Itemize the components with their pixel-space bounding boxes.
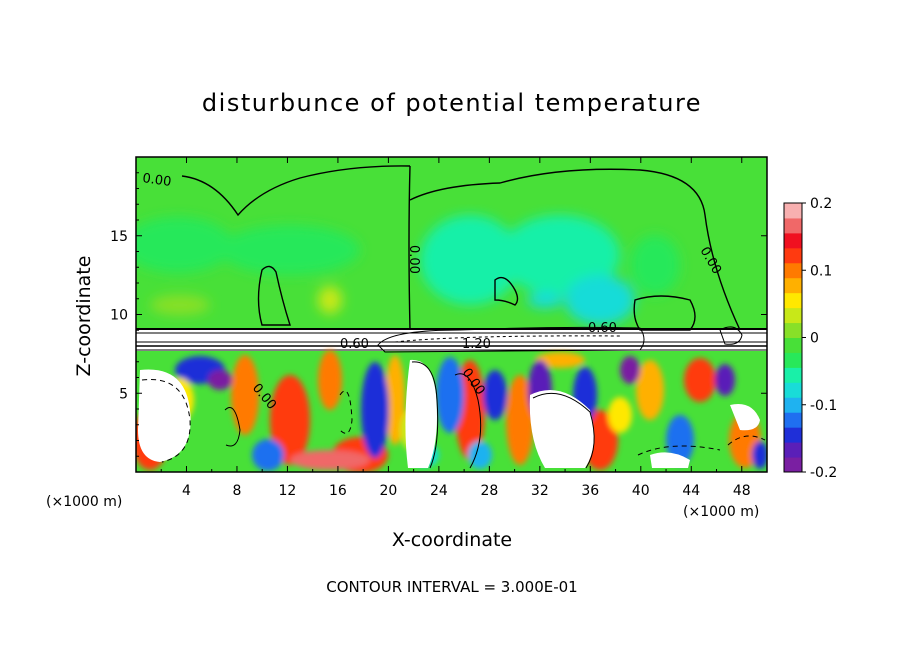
x-tick-label: 12 [279, 483, 297, 499]
inversion-strip [136, 329, 767, 351]
chart-title: disturbunce of potential temperature [202, 89, 702, 117]
saturated-regions [138, 359, 760, 468]
x-tick-label: 36 [581, 483, 599, 499]
colorbar-swatch [784, 203, 802, 219]
colorbar-swatch [784, 307, 802, 324]
colorbar-tick-label: 0 [810, 331, 819, 347]
contour-label: 1.20 [462, 337, 491, 352]
contour-label: 0.60 [588, 321, 617, 336]
colorbar-swatch [784, 292, 802, 309]
upper-layer-patches [136, 215, 680, 325]
colorbar-swatch [784, 442, 802, 458]
colorbar-swatch [784, 322, 802, 338]
colorbar: -0.2 -0.1 0 0.1 0.2 [783, 196, 837, 481]
contour-label: 0.60 [340, 337, 369, 352]
colorbar-swatch [784, 427, 802, 443]
colorbar-swatch [784, 232, 802, 249]
contour-lines [181, 165, 743, 353]
colorbar-swatch [784, 277, 802, 294]
colorbar-swatch [784, 247, 802, 264]
x-tick-label: 44 [682, 483, 700, 499]
colorbar-tick-label: -0.2 [810, 465, 837, 481]
colorbar-swatch [784, 217, 802, 234]
colorbar-tick-label: 0.1 [810, 263, 832, 279]
contour-label: 0.00 [406, 245, 421, 274]
colorbar-swatch [784, 412, 802, 428]
x-tick-label: 28 [480, 483, 498, 499]
x-tick-label: 16 [329, 483, 347, 499]
plot-area [136, 157, 767, 472]
y-tick-label: 10 [110, 308, 128, 324]
x-tick-label: 20 [379, 483, 397, 499]
x-axis: 4 8 12 16 20 24 28 32 36 40 44 48 [160, 157, 751, 499]
colorbar-swatch [784, 382, 802, 398]
x-tick-label: 4 [182, 483, 191, 499]
colorbar-swatch [784, 352, 802, 368]
y-axis: 5 10 15 [110, 172, 767, 457]
y-axis-label: Z-coordinate [73, 256, 95, 377]
x-tick-label: 32 [531, 483, 549, 499]
colorbar-tick-label: -0.1 [810, 398, 837, 414]
x-tick-label: 24 [430, 483, 448, 499]
colorbar-swatch [784, 457, 802, 473]
x-tick-label: 8 [232, 483, 241, 499]
y-tick-label: 15 [110, 229, 128, 245]
x-tick-label: 40 [632, 483, 650, 499]
colorbar-swatch [784, 337, 802, 353]
colorbar-swatch [784, 367, 802, 383]
colorbar-swatch [784, 262, 802, 279]
contour-interval-note: CONTOUR INTERVAL = 3.000E-01 [326, 578, 577, 596]
contour-label: 0.00 [141, 171, 172, 190]
contour-lines-lower [141, 361, 766, 469]
x-axis-label: X-coordinate [392, 529, 512, 551]
x-tick-label: 48 [733, 483, 751, 499]
x-unit-left: (×1000 m) [46, 494, 122, 510]
y-tick-label: 5 [119, 386, 128, 402]
colorbar-tick-label: 0.2 [810, 196, 832, 212]
x-unit-right: (×1000 m) [683, 504, 759, 520]
colorbar-swatch [784, 397, 802, 413]
